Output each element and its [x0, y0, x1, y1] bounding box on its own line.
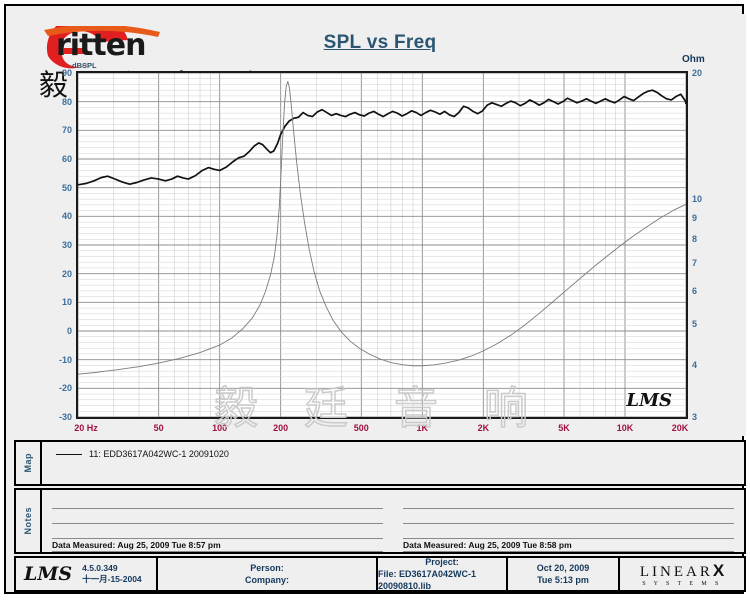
notes-tab-label: Notes: [23, 507, 33, 535]
y2-tick-label: 7: [692, 258, 698, 269]
report-time: Tue 5:13 pm: [537, 575, 589, 585]
y2-tick-label: 6: [692, 286, 698, 297]
note-blank-line[interactable]: [403, 494, 734, 509]
y-tick-label: 60: [61, 154, 72, 164]
data-measured-right: Data Measured: Aug 25, 2009 Tue 8:58 pm: [403, 539, 734, 552]
y2-tick-label: 20: [692, 68, 703, 78]
spl-curve: [78, 89, 686, 186]
y-tick-label: 70: [61, 125, 72, 136]
chart-title: SPL vs Freq: [323, 32, 437, 53]
brand-wordmark: ritten: [56, 28, 146, 63]
footer-bar: LMS 4.5.0.349 十一月-15-2004 Person: Compan…: [14, 556, 746, 592]
x-tick-label: 200: [273, 423, 289, 433]
y-axis-unit-label: dBSPL: [72, 61, 97, 70]
legend-label: 11: EDD3617A042WC-1 20091020: [89, 449, 229, 459]
linearx-mark: X: [712, 561, 725, 580]
y-tick-label: 30: [61, 240, 72, 250]
x-tick-label: 10K: [616, 423, 634, 433]
x-tick-label: 20K: [671, 423, 689, 433]
file-label: File: ED3617A042WC-1 20090810.lib: [378, 569, 477, 591]
note-blank-line[interactable]: [52, 494, 383, 509]
legend-line-icon: [56, 453, 82, 455]
footer-person-cell: Person: Company:: [158, 558, 378, 590]
data-measured-left: Data Measured: Aug 25, 2009 Tue 8:57 pm: [52, 539, 383, 552]
x-tick-label: 100: [212, 423, 228, 433]
company-label: Company:: [244, 575, 289, 585]
y-tick-label: 10: [61, 297, 72, 308]
person-label: Person:: [250, 563, 284, 573]
footer-date-cell: Oct 20, 2009 Tue 5:13 pm: [508, 558, 620, 590]
y-tick-label: 80: [61, 96, 72, 107]
note-blank-line[interactable]: [52, 524, 383, 539]
lms-signature: LMS: [626, 390, 672, 411]
report-frame: ritten 毅 廷 音 响 SPL vs Freq dBSPL Ohm 908…: [4, 4, 746, 594]
x-tick-label: 5K: [558, 423, 570, 433]
y2-tick-label: 10: [692, 193, 703, 204]
app-build-date: 十一月-15-2004: [82, 574, 142, 584]
impedance-curve: [78, 80, 686, 375]
y2-tick-label: 4: [692, 359, 698, 370]
x-tick-label: 500: [353, 423, 369, 433]
y-tick-label: 50: [61, 182, 72, 193]
lms-logo: LMS: [24, 563, 73, 585]
notes-body: Data Measured: Aug 25, 2009 Tue 8:57 pm …: [42, 490, 744, 552]
legend-body: 11: EDD3617A042WC-1 20091020: [42, 442, 744, 484]
y2-axis-ticks: 20 10 9 8 7 6 5 4 3: [692, 14, 722, 436]
chart-panel: ritten 毅 廷 音 响 SPL vs Freq dBSPL Ohm 908…: [14, 13, 746, 436]
y-tick-label: -20: [58, 383, 72, 394]
y-tick-label: -10: [58, 354, 72, 365]
curves-svg: [78, 73, 686, 417]
y-axis-ticks: 90 80 70 60 50 40 30 20 10 0 -10 -20 -30: [42, 14, 72, 436]
notes-panel: Notes Data Measured: Aug 25, 2009 Tue 8:…: [14, 488, 746, 554]
linearx-subtitle: S Y S T E M S: [642, 581, 722, 587]
footer-project-cell: Project: File: ED3617A042WC-1 20090810.l…: [378, 557, 508, 591]
footer-vendor-cell: LINEARX S Y S T E M S: [620, 558, 744, 590]
y-tick-label: 20: [61, 268, 72, 279]
y2-tick-label: 8: [692, 234, 698, 245]
y-tick-label: 90: [61, 68, 72, 78]
y-tick-label: 0: [66, 326, 72, 336]
note-blank-line[interactable]: [403, 509, 734, 524]
linearx-name: LINEAR: [639, 564, 713, 580]
app-version: 4.5.0.349: [82, 563, 118, 573]
y2-tick-label: 3: [692, 412, 698, 422]
y-tick-label: 40: [61, 211, 72, 222]
footer-lms-cell: LMS 4.5.0.349 十一月-15-2004: [16, 558, 158, 590]
y-tick-label: -30: [58, 412, 72, 422]
y2-axis-unit-label: Ohm: [682, 54, 705, 65]
x-tick-label: 50: [153, 423, 164, 433]
map-panel: Map 11: EDD3617A042WC-1 20091020: [14, 440, 746, 486]
list-item[interactable]: 11: EDD3617A042WC-1 20091020: [56, 449, 744, 459]
x-tick-label: 2K: [477, 423, 490, 433]
footer-version-block: 4.5.0.349 十一月-15-2004: [82, 563, 142, 585]
notes-column-left[interactable]: Data Measured: Aug 25, 2009 Tue 8:57 pm: [42, 490, 393, 552]
plot-area[interactable]: LMS: [76, 71, 688, 419]
report-date: Oct 20, 2009: [536, 563, 590, 573]
y2-tick-label: 9: [692, 212, 698, 223]
project-label: Project:: [425, 557, 459, 567]
notes-tab[interactable]: Notes: [16, 490, 42, 552]
linearx-logo: LINEARX: [640, 561, 724, 581]
x-tick-label: 1K: [416, 423, 429, 433]
note-blank-line[interactable]: [403, 524, 734, 539]
map-tab-label: Map: [23, 453, 33, 473]
map-tab[interactable]: Map: [16, 442, 42, 484]
notes-column-right[interactable]: Data Measured: Aug 25, 2009 Tue 8:58 pm: [393, 490, 744, 552]
note-blank-line[interactable]: [52, 509, 383, 524]
y2-tick-label: 5: [692, 319, 698, 330]
watermark-center: 毅 廷 音 响: [213, 382, 544, 435]
x-tick-label: 20 Hz: [74, 423, 98, 433]
